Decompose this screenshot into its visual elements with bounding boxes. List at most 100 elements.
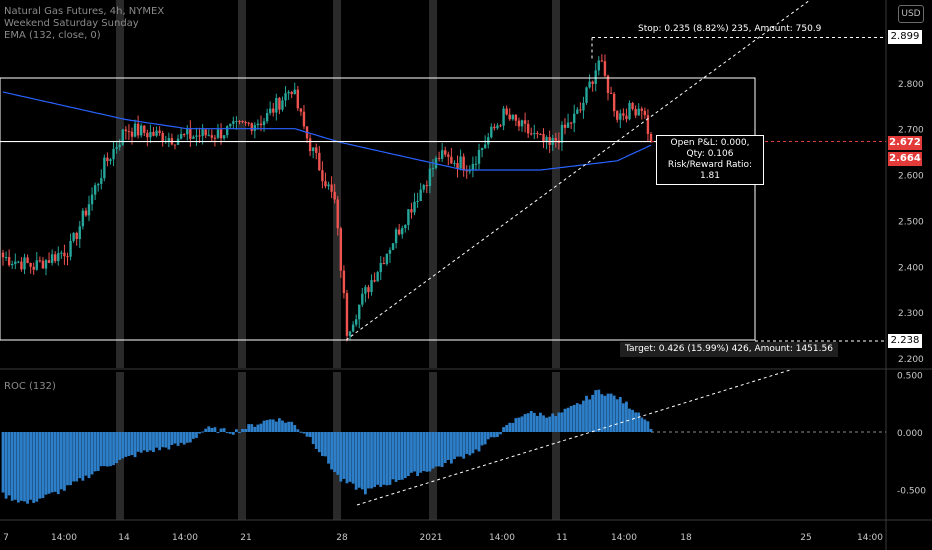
candle-body	[106, 157, 109, 162]
candle-body	[413, 201, 416, 213]
candle-body	[299, 108, 303, 112]
candle-body	[634, 108, 637, 116]
target-label: Target: 0.426 (15.99%) 426, Amount: 1451…	[620, 342, 838, 357]
candle-body	[262, 121, 266, 126]
roc-bar	[182, 432, 186, 445]
roc-legend[interactable]: ROC (132)	[4, 381, 56, 392]
time-tick-label: 18	[680, 533, 692, 543]
roc-bar	[130, 432, 134, 456]
time-tick-label: 14:00	[172, 533, 198, 543]
roc-bar	[152, 432, 155, 453]
roc-bar	[523, 414, 527, 432]
roc-bar	[16, 432, 20, 503]
candle-body	[499, 125, 502, 127]
roc-bar	[262, 420, 266, 432]
roc-bar	[594, 390, 598, 432]
roc-bar	[26, 432, 29, 504]
candle-body	[327, 184, 330, 187]
candle-body	[419, 189, 422, 202]
session-legend[interactable]: Weekend Saturday Sunday	[4, 18, 139, 29]
roc-bar	[231, 432, 235, 435]
roc-bar	[41, 432, 45, 499]
roc-bar	[551, 413, 555, 432]
candle-body	[238, 120, 241, 122]
candle-body	[115, 147, 118, 149]
roc-bar	[124, 432, 128, 457]
candle-body	[511, 114, 515, 120]
roc-bar	[542, 415, 545, 432]
roc-bar	[637, 412, 641, 432]
roc-bar	[216, 432, 220, 433]
price-tick-label: 2.500	[898, 217, 924, 227]
candle-body	[216, 129, 220, 138]
candle-body	[410, 209, 413, 213]
roc-bar	[526, 413, 530, 432]
candle-body	[502, 108, 505, 126]
candle-body	[311, 147, 315, 152]
roc-bar	[443, 432, 447, 464]
price-tick-label: 2.400	[898, 263, 924, 273]
roc-bar	[413, 432, 416, 472]
roc-bar	[385, 432, 389, 486]
candle-body	[210, 135, 214, 138]
roc-bar	[609, 393, 613, 432]
roc-bar	[499, 432, 502, 435]
candle-body	[109, 159, 112, 162]
candle-body	[315, 147, 318, 153]
roc-bar	[502, 427, 505, 432]
candle-body	[241, 121, 244, 123]
roc-bar	[69, 432, 72, 486]
candle-body	[146, 132, 149, 138]
candle-body	[213, 137, 217, 139]
candle-body	[152, 131, 155, 136]
roc-bar	[247, 424, 251, 432]
candle-body	[440, 150, 444, 159]
roc-bar	[121, 432, 125, 459]
candle-body	[505, 108, 508, 115]
candle-body	[533, 133, 536, 135]
roc-bar	[376, 432, 380, 485]
candle-body	[219, 129, 223, 139]
roc-bar	[256, 424, 260, 432]
candle-body	[1, 252, 5, 258]
roc-bar	[265, 420, 269, 432]
roc-bar	[345, 432, 349, 484]
roc-bar	[225, 432, 229, 434]
candle-body	[167, 138, 171, 142]
candle-body	[450, 156, 453, 164]
roc-bar	[566, 407, 570, 432]
roc-bar	[241, 428, 244, 432]
candle-body	[17, 261, 20, 263]
ema-legend[interactable]: EMA (132, close, 0)	[4, 30, 101, 41]
roc-bar	[492, 432, 496, 438]
candle-body	[47, 260, 51, 263]
candle-body	[158, 130, 161, 133]
roc-bar	[81, 432, 85, 481]
candle-body	[130, 131, 134, 137]
roc-bar	[173, 432, 177, 444]
roc-bar	[281, 420, 284, 432]
candle-body	[422, 185, 425, 190]
roc-bar	[575, 403, 579, 432]
ema-price-tag: 2.664	[888, 152, 922, 166]
candle-body	[622, 113, 625, 116]
time-tick-label: 25	[800, 533, 811, 543]
roc-bar	[511, 422, 515, 432]
candle-body	[66, 256, 69, 258]
roc-bar	[373, 432, 377, 488]
roc-bar	[244, 428, 248, 432]
candle-body	[597, 60, 600, 71]
candle-body	[133, 123, 137, 137]
roc-bar	[66, 432, 69, 486]
symbol-legend[interactable]: Natural Gas Futures, 4h, NYMEX	[4, 6, 165, 17]
roc-bar	[640, 417, 644, 432]
candle-body	[275, 97, 278, 113]
candle-body	[308, 138, 312, 152]
pnl-box[interactable]: Open P&L: 0.000, Qty: 0.106 Risk/Reward …	[656, 135, 764, 185]
currency-button[interactable]: USD	[898, 5, 924, 23]
candle-body	[90, 194, 94, 205]
candle-body	[139, 125, 143, 136]
candle-body	[576, 109, 579, 114]
